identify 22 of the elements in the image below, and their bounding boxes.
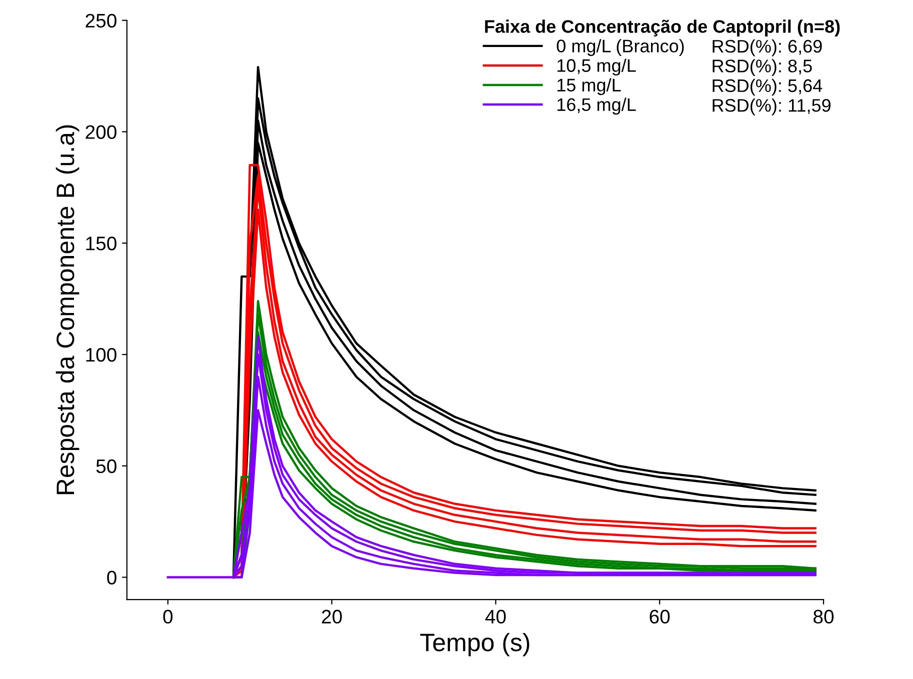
annotation: RSD(%): 6,69 <box>712 39 822 56</box>
legend-label: 15 mg/L <box>558 78 621 96</box>
x-tick-label: 80 <box>814 610 834 624</box>
x-tick-label: 0 <box>163 610 173 624</box>
x-axis-title: Tempo (s) <box>420 632 530 656</box>
legend-title: Faixa de Concentração de Captopril (n=8) <box>485 20 840 36</box>
y-tick-label: 200 <box>86 125 116 139</box>
y-tick-label: 50 <box>96 459 116 474</box>
x-tick-label: 20 <box>322 610 342 624</box>
legend-label: 0 mg/L (Branco) <box>556 39 684 56</box>
x-tick-label: 60 <box>650 610 670 624</box>
y-tick-label: 100 <box>86 348 116 362</box>
y-tick-label: 250 <box>86 14 116 28</box>
legend-label: 10,5 mg/L <box>558 58 636 76</box>
y-tick-label: 150 <box>86 236 116 250</box>
annotation: RSD(%): 11,59 <box>712 98 831 116</box>
y-axis-title: Resposta da Componente B (u.a) <box>56 125 80 494</box>
x-tick-label: 40 <box>485 610 506 624</box>
annotation: RSD(%): 5,64 <box>712 78 822 96</box>
y-tick-label: 0 <box>107 570 116 585</box>
annotation: RSD(%): 8,5 <box>712 59 812 76</box>
legend-label: 16,5 mg/L <box>558 98 636 115</box>
